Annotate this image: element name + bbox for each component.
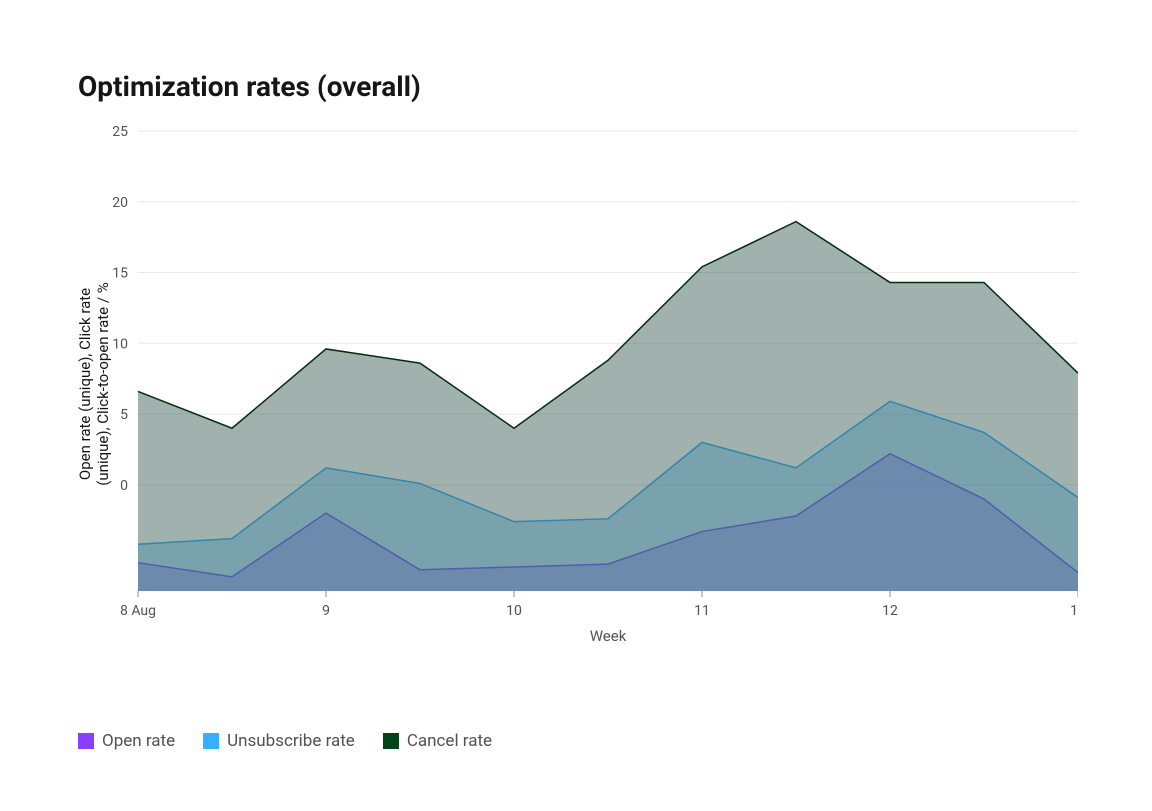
legend-label: Cancel rate — [407, 731, 492, 751]
area-chart: 8 Aug 9 10 11 12 13 Week 0 5 10 15 20 25 Open rate (u… — [78, 121, 1078, 681]
y-axis-label: Open rate (unique), Click rate(unique), … — [78, 282, 112, 485]
x-tick-label: 10 — [506, 603, 522, 619]
y-tick-label: 25 — [112, 124, 128, 140]
x-tick-label: 9 — [322, 603, 330, 619]
x-axis-label: Week — [590, 627, 627, 645]
legend-swatch — [78, 733, 94, 749]
legend-item-cancel-rate: Cancel rate — [383, 731, 492, 751]
series-area-cancel_rate — [138, 222, 1078, 591]
x-tick-label: 13 — [1070, 603, 1078, 619]
y-tick-label: 20 — [112, 195, 128, 211]
legend-label: Open rate — [102, 731, 175, 751]
legend-label: Unsubscribe rate — [227, 731, 355, 751]
svg-text:Open rate (unique), Click rate: Open rate (unique), Click rate — [78, 288, 94, 480]
x-tick-label: 12 — [882, 603, 898, 619]
y-tick-label: 10 — [112, 336, 128, 352]
x-tick-label: 8 Aug — [120, 603, 156, 619]
legend-item-open-rate: Open rate — [78, 731, 175, 751]
legend-swatch — [203, 733, 219, 749]
y-tick-label: 5 — [120, 407, 128, 423]
svg-text:(unique), Click-to-open rate /: (unique), Click-to-open rate / % — [94, 282, 112, 485]
legend-swatch — [383, 733, 399, 749]
legend: Open rate Unsubscribe rate Cancel rate — [78, 731, 492, 751]
legend-item-unsubscribe-rate: Unsubscribe rate — [203, 731, 355, 751]
y-tick-label: 0 — [120, 478, 128, 494]
x-tick-label: 11 — [694, 603, 710, 619]
chart-title: Optimization rates (overall) — [78, 70, 1074, 103]
y-tick-label: 15 — [112, 266, 128, 282]
